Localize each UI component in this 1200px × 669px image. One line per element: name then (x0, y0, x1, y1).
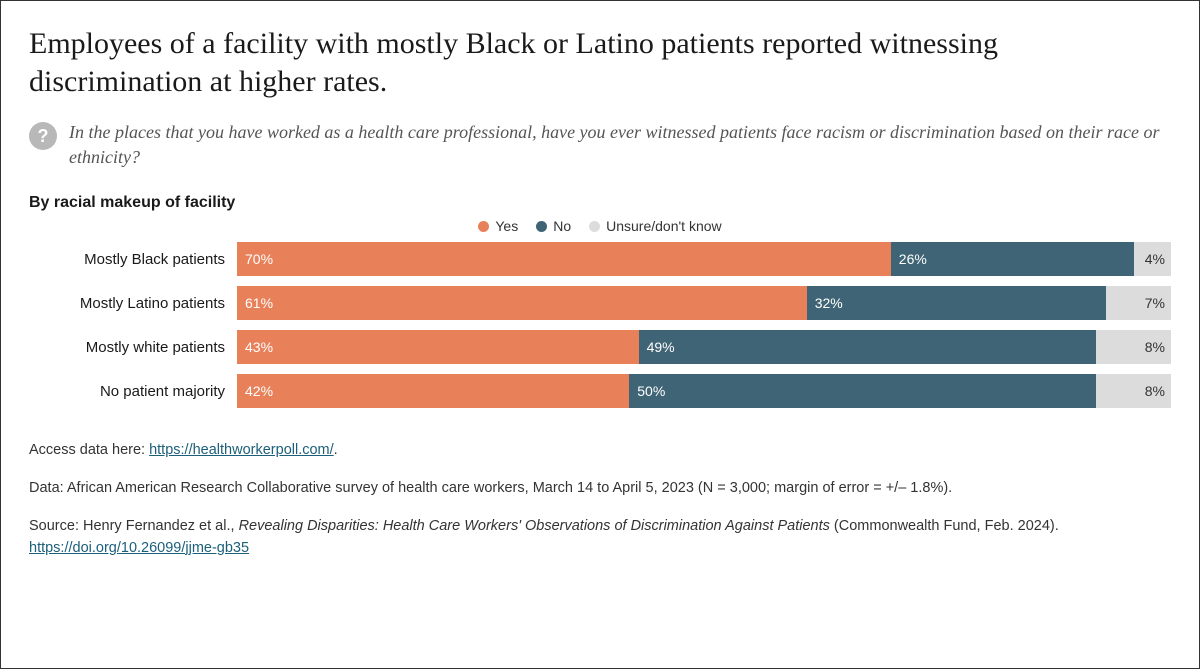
question-row: ? In the places that you have worked as … (29, 120, 1171, 170)
source-line: Source: Henry Fernandez et al., Revealin… (29, 516, 1171, 560)
bar-segment: 61% (237, 286, 807, 320)
access-line: Access data here: https://healthworkerpo… (29, 440, 1171, 462)
chart-row: Mostly Latino patients61%32%7% (29, 286, 1171, 320)
legend-label: Unsure/don't know (606, 218, 722, 234)
bar-segment: 70% (237, 242, 891, 276)
legend-item: Unsure/don't know (589, 218, 722, 234)
access-suffix: . (334, 442, 338, 458)
chart-card: Employees of a facility with mostly Blac… (0, 0, 1200, 669)
source-italic: Revealing Disparities: Health Care Worke… (239, 518, 830, 534)
row-label: Mostly white patients (29, 339, 237, 356)
bar-segment: 42% (237, 374, 629, 408)
stacked-bar-chart: Mostly Black patients70%26%4% Mostly Lati… (29, 242, 1171, 408)
legend-item: No (536, 218, 571, 234)
bar-segment: 43% (237, 330, 639, 364)
legend-swatch (589, 221, 600, 232)
legend-item: Yes (478, 218, 518, 234)
stacked-bar: 43%49%8% (237, 330, 1171, 364)
stacked-bar: 61%32%7% (237, 286, 1171, 320)
access-link[interactable]: https://healthworkerpoll.com/ (149, 442, 334, 458)
chart-row: No patient majority42%50%8% (29, 374, 1171, 408)
question-text: In the places that you have worked as a … (69, 120, 1171, 170)
chart-title: Employees of a facility with mostly Blac… (29, 25, 1171, 100)
bar-segment: 49% (639, 330, 1097, 364)
data-line: Data: African American Research Collabor… (29, 478, 1171, 500)
source-prefix: Source: Henry Fernandez et al., (29, 518, 239, 534)
row-label: No patient majority (29, 383, 237, 400)
access-prefix: Access data here: (29, 442, 149, 458)
bar-segment: 4% (1134, 242, 1171, 276)
chart-subtitle: By racial makeup of facility (29, 194, 1171, 212)
legend-label: Yes (495, 218, 518, 234)
bar-segment: 32% (807, 286, 1106, 320)
bar-segment: 8% (1096, 330, 1171, 364)
source-suffix: (Commonwealth Fund, Feb. 2024). (830, 518, 1059, 534)
bar-segment: 7% (1106, 286, 1171, 320)
bar-segment: 8% (1096, 374, 1171, 408)
legend: Yes No Unsure/don't know (29, 218, 1171, 234)
chart-row: Mostly Black patients70%26%4% (29, 242, 1171, 276)
row-label: Mostly Black patients (29, 251, 237, 268)
doi-link[interactable]: https://doi.org/10.26099/jjme-gb35 (29, 540, 249, 556)
chart-row: Mostly white patients43%49%8% (29, 330, 1171, 364)
row-label: Mostly Latino patients (29, 295, 237, 312)
legend-label: No (553, 218, 571, 234)
legend-swatch (478, 221, 489, 232)
notes-block: Access data here: https://healthworkerpo… (29, 440, 1171, 559)
bar-segment: 50% (629, 374, 1096, 408)
bar-segment: 26% (891, 242, 1134, 276)
stacked-bar: 42%50%8% (237, 374, 1171, 408)
question-icon: ? (29, 122, 57, 150)
stacked-bar: 70%26%4% (237, 242, 1171, 276)
legend-swatch (536, 221, 547, 232)
